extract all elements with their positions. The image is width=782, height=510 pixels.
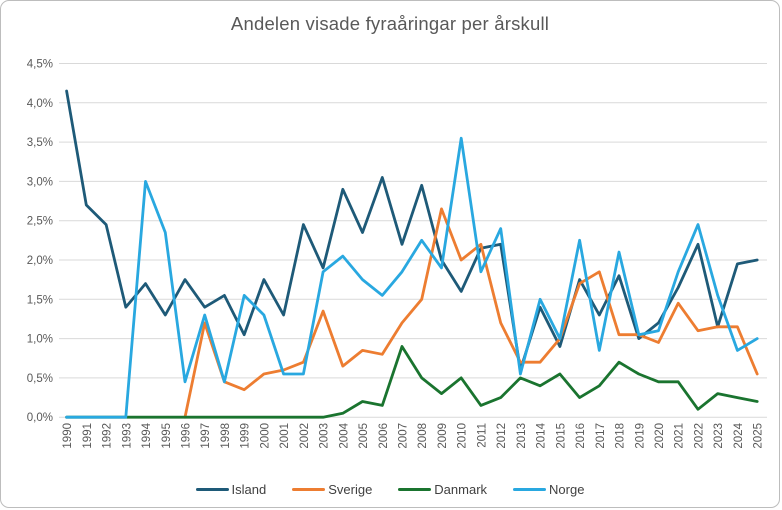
- x-tick-label: 2005: [358, 423, 370, 449]
- series-line-norge: [65, 136, 759, 419]
- legend-label: Island: [231, 482, 267, 497]
- x-tick-label: 2016: [575, 423, 587, 449]
- x-tick-label: 2022: [693, 423, 705, 449]
- x-tick-label: 1999: [240, 423, 252, 449]
- x-tick-label: 2024: [733, 422, 745, 448]
- legend-label: Danmark: [434, 482, 488, 497]
- legend-item-island: Island: [195, 482, 267, 497]
- x-tick-label: 2012: [496, 423, 508, 449]
- x-tick-label: 2013: [516, 423, 528, 449]
- y-tick-label: 4,5%: [27, 59, 53, 71]
- legend-item-sverige: Sverige: [292, 482, 372, 497]
- y-tick-label: 1,0%: [27, 334, 53, 346]
- y-tick-label: 0,0%: [27, 412, 53, 424]
- x-tick-label: 2009: [437, 423, 449, 449]
- legend-swatch-icon: [513, 488, 547, 491]
- legend-swatch-icon: [292, 488, 326, 491]
- x-tick-label: 2004: [338, 422, 350, 448]
- legend-label: Sverige: [328, 482, 373, 497]
- x-tick-label: 1991: [82, 423, 94, 449]
- x-tick-label: 1997: [200, 423, 212, 449]
- x-tick-label: 1995: [161, 423, 173, 449]
- y-tick-label: 3,5%: [27, 137, 53, 149]
- x-tick-label: 1994: [141, 422, 153, 448]
- x-tick-label: 2008: [417, 423, 429, 449]
- x-tick-label: 1993: [121, 423, 133, 449]
- legend-swatch-icon: [195, 488, 229, 491]
- x-tick-label: 2023: [713, 423, 725, 449]
- y-tick-label: 2,5%: [27, 216, 53, 228]
- y-tick-label: 3,0%: [27, 176, 53, 188]
- legend-swatch-icon: [398, 488, 432, 491]
- y-tick-label: 0,5%: [27, 373, 53, 385]
- x-tick-label: 1998: [220, 423, 232, 449]
- chart-title: Andelen visade fyraåringar per årskull: [230, 13, 550, 34]
- x-tick-label: 2020: [654, 423, 666, 449]
- y-tick-label: 2,0%: [27, 255, 53, 267]
- legend-label: Norge: [549, 482, 585, 497]
- series-line-sverige: [183, 207, 759, 419]
- x-tick-label: 2021: [674, 423, 686, 449]
- legend-item-norge: Norge: [513, 482, 584, 497]
- x-tick-label: 2003: [319, 423, 331, 449]
- x-tick-label: 1992: [102, 423, 114, 449]
- x-tick-label: 2018: [615, 423, 627, 449]
- x-tick-label: 1990: [62, 423, 74, 449]
- x-tick-label: 1996: [180, 423, 192, 449]
- y-tick-label: 4,0%: [27, 98, 53, 110]
- x-tick-label: 2010: [457, 423, 469, 449]
- series-line-island: [65, 89, 759, 372]
- x-tick-label: 2006: [378, 423, 390, 449]
- x-tick-label: 2015: [555, 423, 567, 449]
- x-tick-label: 2025: [753, 423, 765, 449]
- x-tick-label: 2001: [279, 423, 291, 449]
- y-tick-label: 1,5%: [27, 294, 53, 306]
- x-tick-label: 2002: [299, 423, 311, 449]
- series-line-danmark: [65, 345, 759, 419]
- x-tick-label: 2007: [398, 423, 410, 449]
- x-tick-label: 2017: [595, 423, 607, 449]
- x-tick-label: 2014: [536, 422, 548, 448]
- x-tick-label: 2011: [476, 423, 488, 448]
- x-tick-label: 2000: [259, 423, 271, 449]
- chart-legend: Island Sverige Danmark Norge: [1, 482, 779, 497]
- legend-item-danmark: Danmark: [398, 482, 487, 497]
- x-tick-label: 2019: [634, 423, 646, 449]
